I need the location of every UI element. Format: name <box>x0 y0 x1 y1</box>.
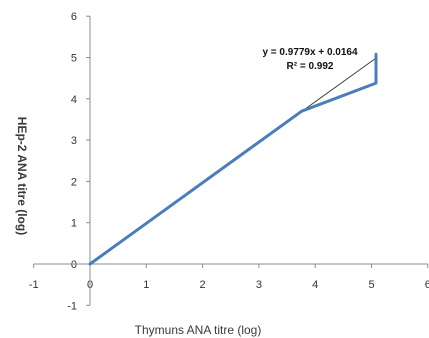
x-tick-label: 2 <box>200 279 206 291</box>
y-tick-label: 6 <box>71 11 77 23</box>
x-tick-label: 6 <box>425 279 429 291</box>
y-tick-label: 4 <box>71 94 77 106</box>
r-squared-label: R² = 0.992 <box>287 61 334 72</box>
x-tick-label: 4 <box>312 279 318 291</box>
y-axis-tick-labels: -1 0 1 2 3 4 5 6 <box>67 11 90 312</box>
y-tick-label: -1 <box>67 300 77 312</box>
y-tick-label: 1 <box>71 218 77 230</box>
series-group <box>88 52 378 266</box>
x-tick-label: 3 <box>256 279 262 291</box>
trendline-equation: y = 0.9779x + 0.0164 <box>262 47 358 58</box>
series-line <box>88 52 378 266</box>
y-tick-label: 3 <box>71 135 77 147</box>
y-axis-title: HEp-2 ANA titre (log) <box>15 117 29 235</box>
x-tick-label: -1 <box>29 279 39 291</box>
y-tick-label: 0 <box>71 259 77 271</box>
x-axis-title: Thymuns ANA titre (log) <box>135 323 262 337</box>
x-tick-label: 1 <box>143 279 149 291</box>
y-tick-label: 2 <box>71 176 77 188</box>
y-tick-label: 5 <box>71 53 77 65</box>
x-tick-label: 5 <box>368 279 374 291</box>
